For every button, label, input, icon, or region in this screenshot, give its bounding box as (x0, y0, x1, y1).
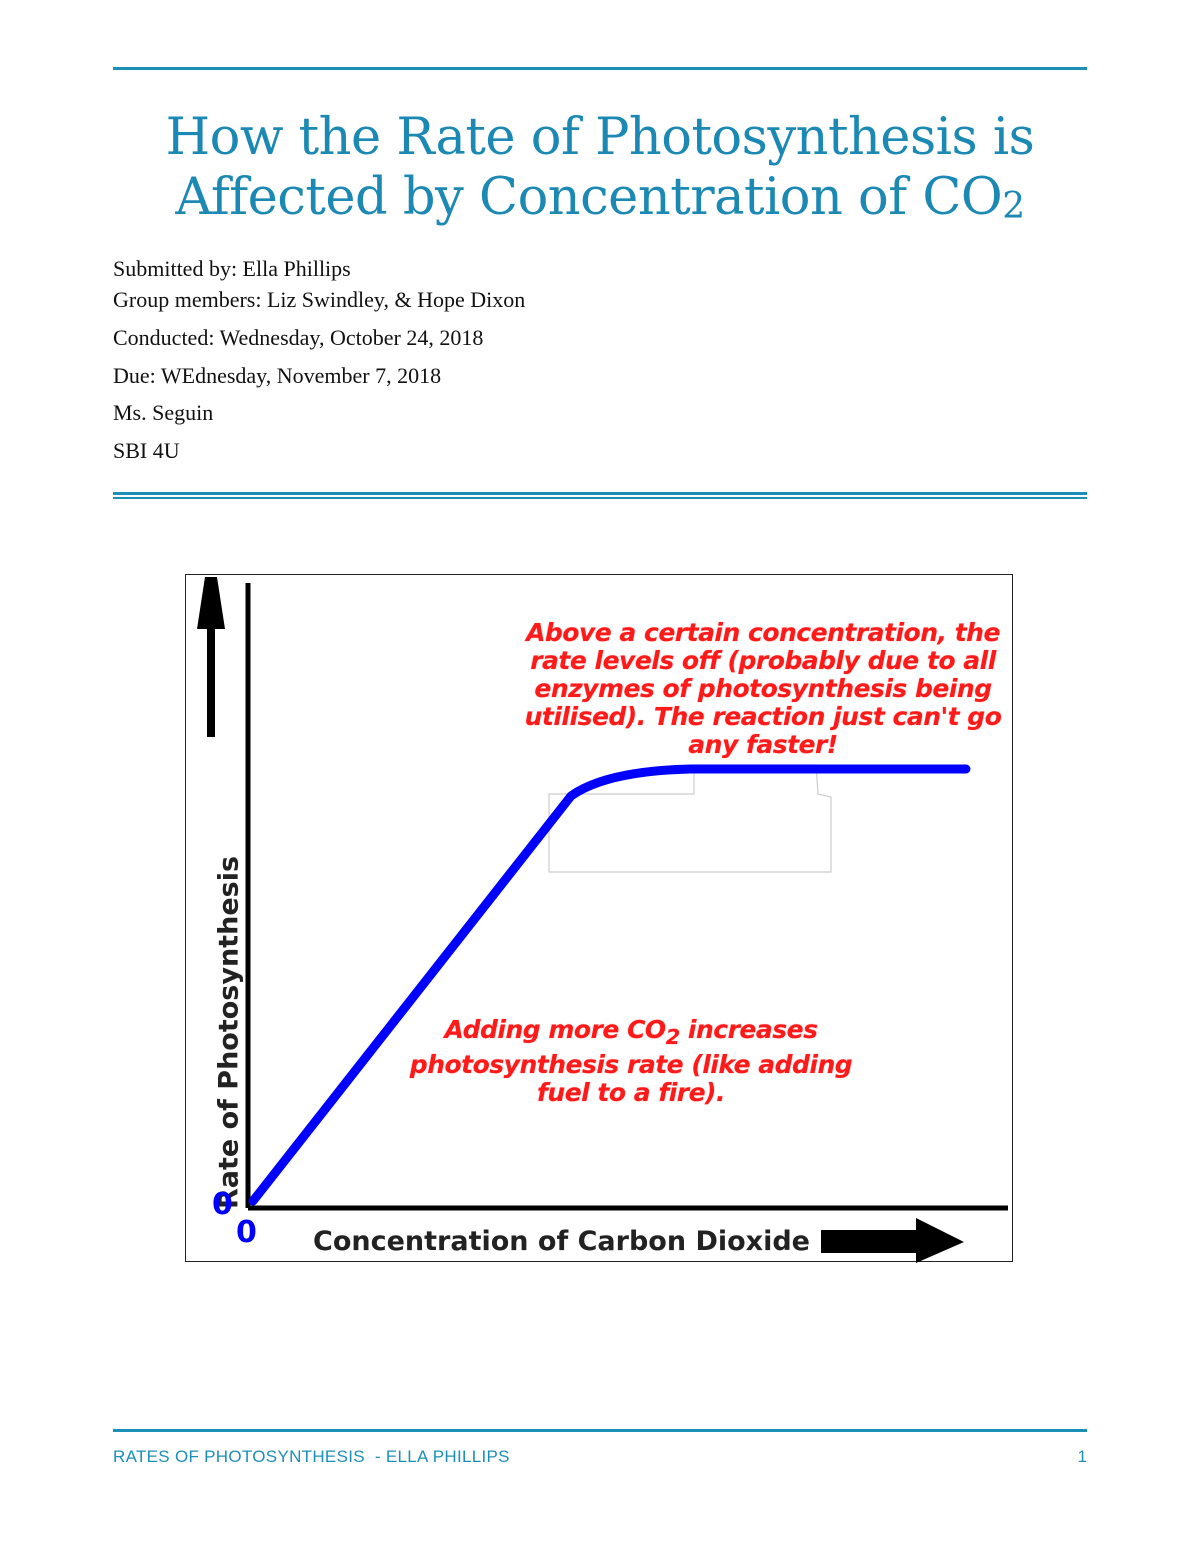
annotation-line: utilised). The reaction just can't go (524, 702, 1002, 731)
footer-rule (113, 1429, 1087, 1432)
annotation-line: rate levels off (probably due to all (530, 646, 996, 675)
annotation-text: Adding more CO (444, 1015, 667, 1044)
x-axis-label: Concentration of Carbon Dioxide (313, 1226, 810, 1257)
submitted-by: Submitted by: Ella Phillips (113, 256, 351, 281)
page-number: 1 (1077, 1447, 1087, 1466)
due-date: Due: WEdnesday, November 7, 2018 (113, 363, 442, 388)
annotation-line: any faster! (688, 730, 838, 759)
conducted-date: Conducted: Wednesday, October 24, 2018 (113, 325, 484, 350)
x-axis-arrow (821, 1218, 964, 1263)
x-origin-label: 0 (236, 1215, 257, 1250)
divider-rule-1 (113, 492, 1087, 495)
title-line-2-text: Affected by Concentration of CO (175, 168, 1003, 227)
annotation-line: enzymes of photosynthesis being (534, 674, 992, 703)
annotation-line: photosynthesis rate (like adding (409, 1050, 853, 1079)
title-line-1: How the Rate of Photosynthesis is (165, 108, 1035, 167)
page-title: How the Rate of Photosynthesis is Affect… (113, 108, 1087, 237)
annotation-line: fuel to a fire). (537, 1078, 725, 1107)
divider-rule-2 (113, 497, 1087, 499)
plateau-annotation: Above a certain concentration, the rate … (512, 619, 1014, 759)
group-members: Group members: Liz Swindley, & Hope Dixo… (113, 287, 526, 312)
annotation-subscript: 2 (665, 1025, 681, 1049)
teacher: Ms. Seguin (113, 400, 214, 425)
callout-box (548, 764, 832, 873)
top-rule (113, 67, 1087, 70)
title-subscript: 2 (1002, 186, 1025, 227)
annotation-line: Adding more CO2 increases (386, 1016, 876, 1051)
course-code: SBI 4U (113, 438, 180, 463)
photosynthesis-graph: Rate of Photosynthesis Concentration of … (185, 574, 1014, 1263)
footer-text: RATES OF PHOTOSYNTHESIS - ELLA PHILLIPS (113, 1447, 510, 1466)
title-line-2: Affected by Concentration of CO2 (113, 168, 1087, 237)
increase-annotation: Adding more CO2 increases photosynthesis… (386, 1016, 876, 1107)
y-origin-label: 0 (212, 1187, 233, 1222)
y-axis-label: Rate of Photosynthesis (213, 855, 245, 1210)
rate-curve (248, 764, 971, 1206)
annotation-text: increases (679, 1015, 818, 1044)
annotation-line: Above a certain concentration, the (526, 618, 1000, 647)
y-axis-arrow (197, 577, 225, 737)
graph-canvas (197, 577, 1008, 1263)
